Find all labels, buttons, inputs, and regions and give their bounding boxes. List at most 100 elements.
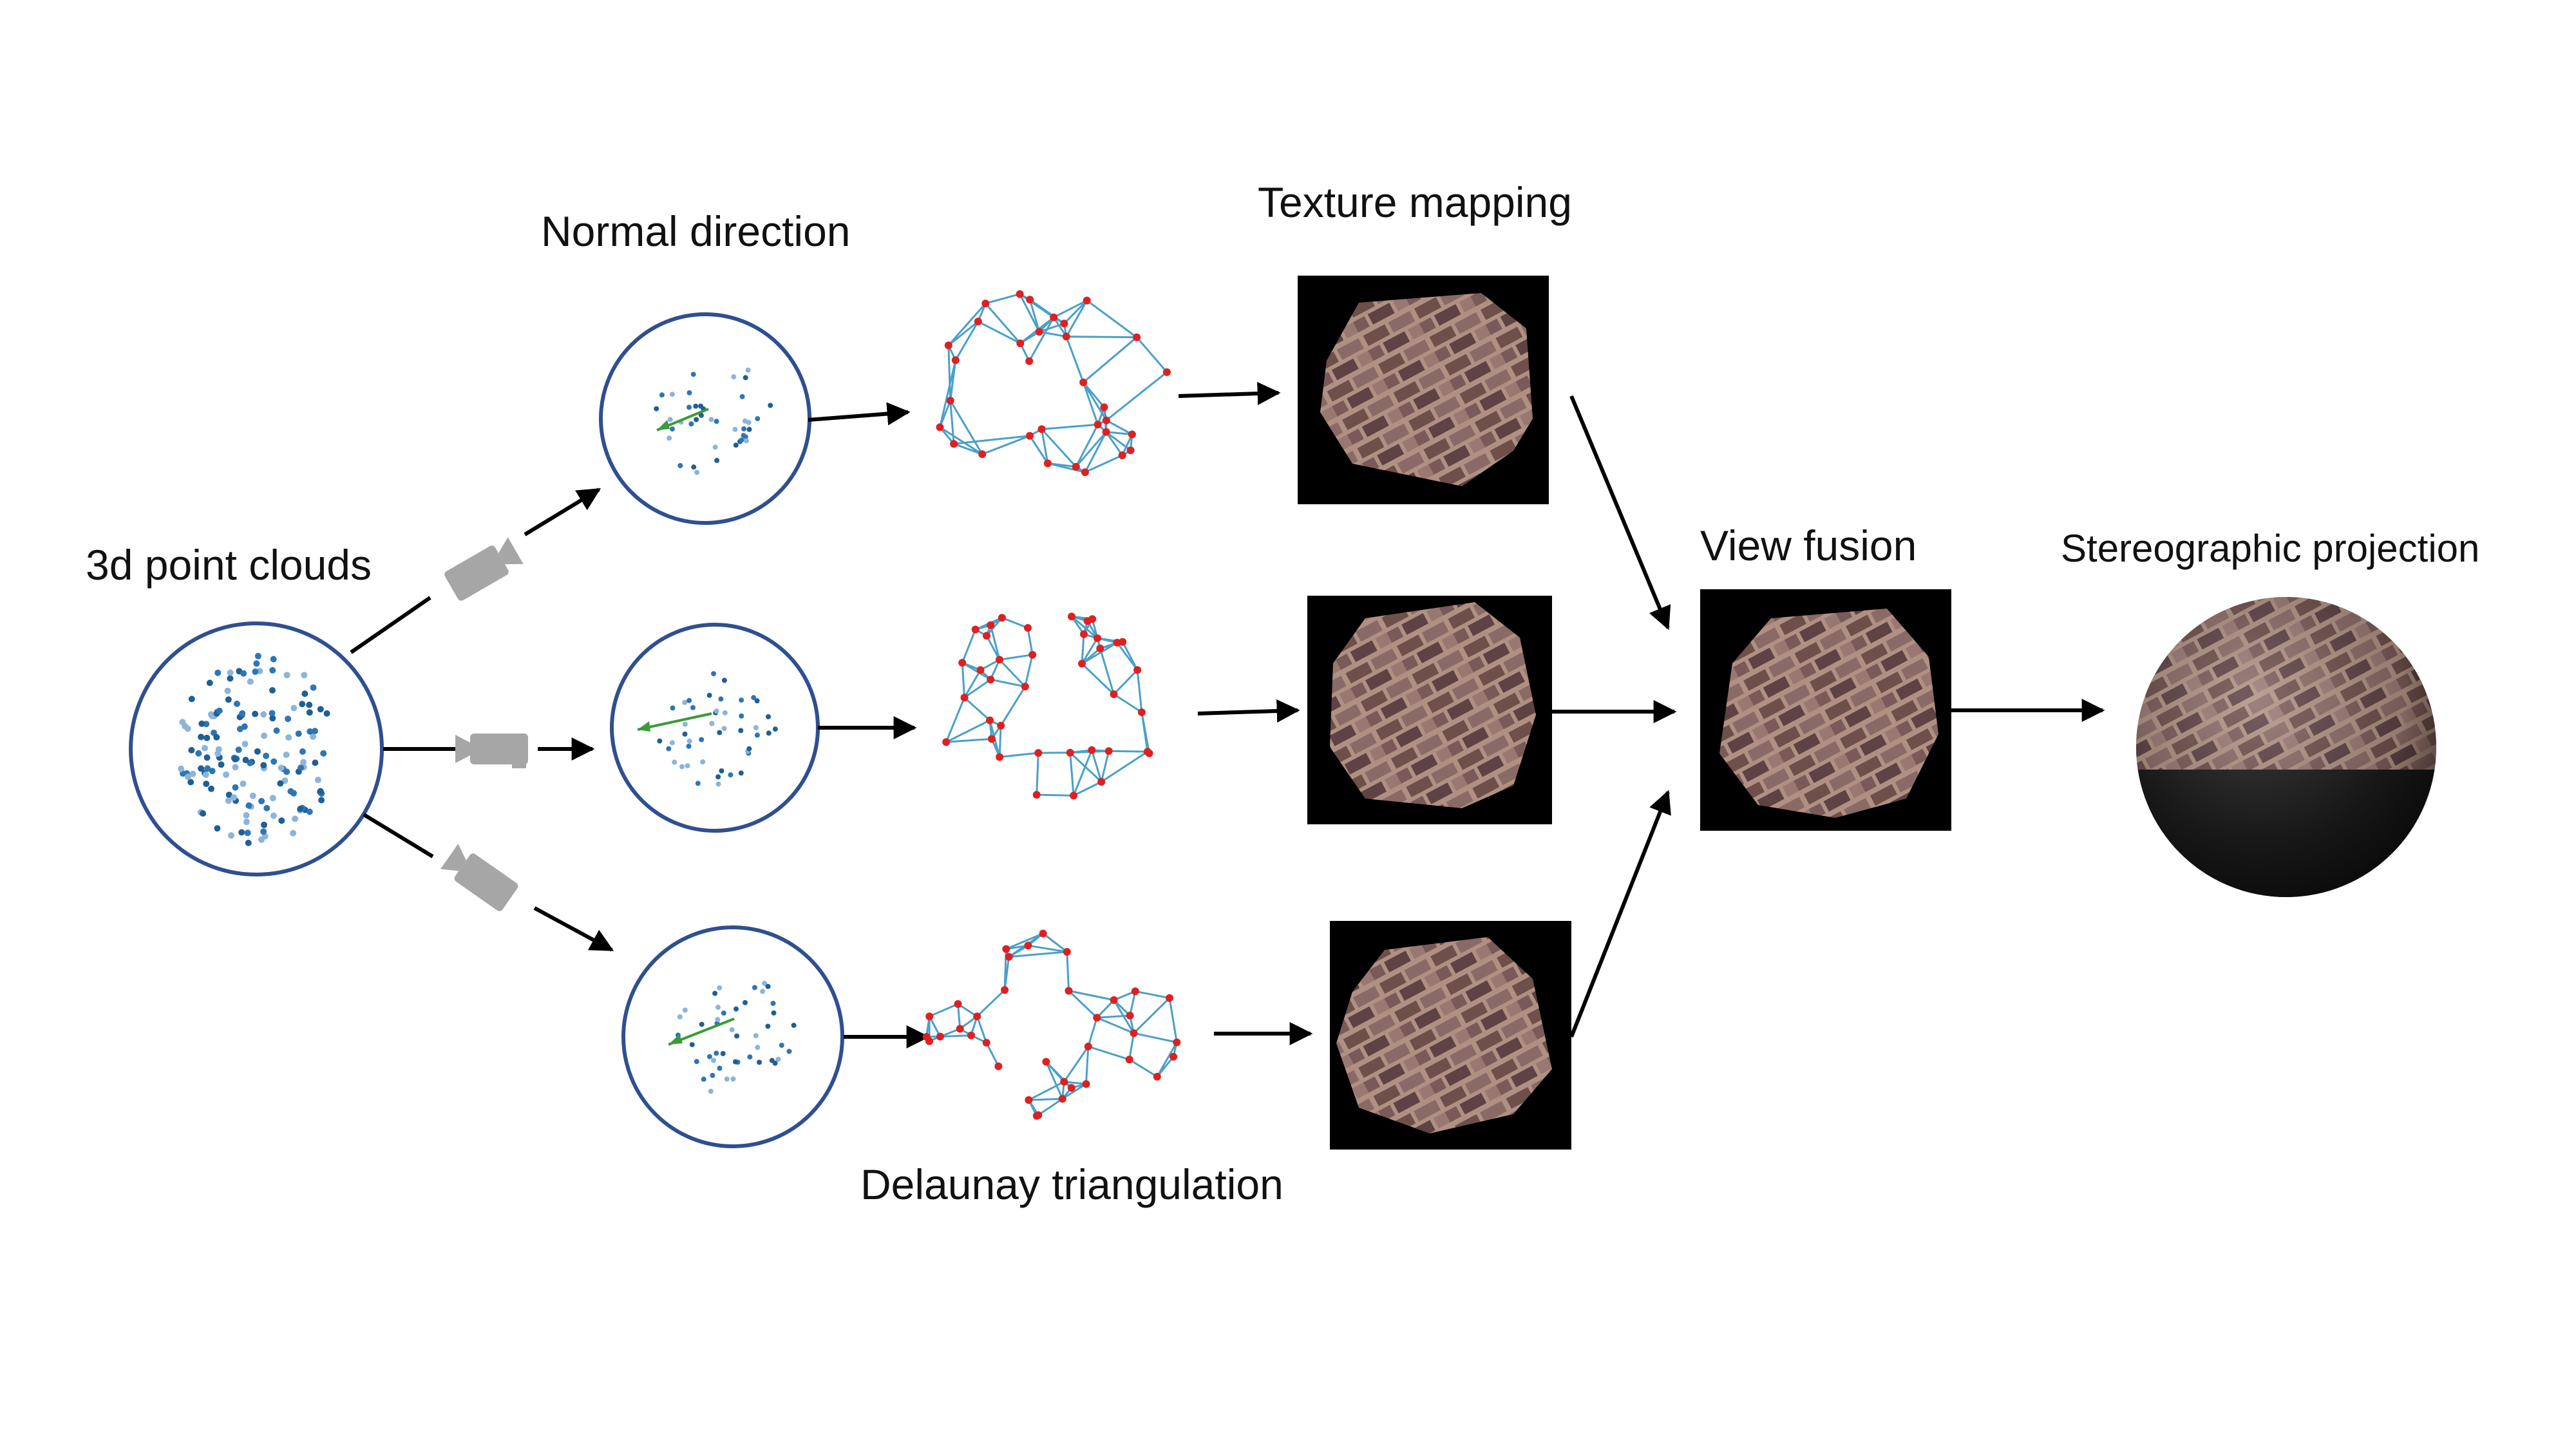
mesh-edge xyxy=(990,678,1026,688)
mesh-edge xyxy=(1100,750,1110,782)
point xyxy=(263,752,270,759)
mesh-edge xyxy=(1136,670,1143,713)
mesh-edge xyxy=(1082,382,1099,425)
point xyxy=(687,697,692,703)
point-scatter xyxy=(675,981,797,1094)
point xyxy=(270,758,278,765)
label-normal-direction: Normal direction xyxy=(541,207,851,255)
mesh-edge xyxy=(1041,423,1098,430)
branch-arrow-bottom xyxy=(533,906,614,952)
mesh-edge xyxy=(945,719,990,743)
point xyxy=(277,780,284,787)
mesh-vertex xyxy=(1084,1043,1092,1050)
point xyxy=(261,732,268,739)
point xyxy=(187,779,194,786)
point xyxy=(753,1033,759,1039)
mesh-vertex xyxy=(960,694,969,702)
mesh-edge xyxy=(1105,371,1168,421)
mesh-edge xyxy=(1041,428,1077,468)
point xyxy=(297,806,304,813)
mesh-vertex xyxy=(1137,708,1146,716)
point xyxy=(254,652,261,659)
point xyxy=(743,375,748,381)
point xyxy=(290,829,297,837)
mesh-vertex xyxy=(973,1012,981,1021)
mesh-vertex xyxy=(1133,333,1141,341)
point xyxy=(682,699,688,705)
mesh-vertex xyxy=(1162,368,1171,376)
mesh-edge xyxy=(998,659,1026,688)
point xyxy=(234,700,240,707)
mesh-vertex xyxy=(954,1000,962,1008)
mesh-edge xyxy=(1045,1061,1064,1099)
mesh-edge xyxy=(947,345,952,401)
point xyxy=(688,421,694,427)
point xyxy=(746,746,752,752)
point xyxy=(260,762,267,769)
mesh-vertex xyxy=(976,666,985,674)
mesh-vertex xyxy=(1093,1014,1101,1022)
point xyxy=(694,469,700,475)
point xyxy=(693,403,699,409)
point xyxy=(728,772,734,778)
mesh-edge xyxy=(946,737,992,743)
mesh-vertex xyxy=(1032,1112,1041,1120)
point xyxy=(687,738,692,744)
label-texture-mapping: Texture mapping xyxy=(1258,178,1572,226)
point xyxy=(670,705,676,711)
point xyxy=(746,426,752,432)
point xyxy=(739,713,744,719)
point xyxy=(753,725,759,730)
point xyxy=(775,1056,781,1062)
mesh-edge xyxy=(1066,951,1070,991)
point xyxy=(317,788,324,795)
point xyxy=(306,709,313,716)
point xyxy=(306,808,313,815)
point xyxy=(689,1042,695,1048)
mesh-edge xyxy=(1065,299,1088,337)
point xyxy=(698,412,704,418)
point xyxy=(312,759,319,766)
point xyxy=(269,687,276,694)
mesh-vertex xyxy=(997,721,1005,730)
point xyxy=(695,781,701,786)
arrow-to-mesh-top xyxy=(808,402,911,426)
mesh-vertex xyxy=(936,1032,944,1041)
point xyxy=(711,671,716,677)
mesh-vertex xyxy=(1088,746,1096,754)
texture-tile-bottom xyxy=(1330,921,1571,1150)
mesh-vertex xyxy=(1026,431,1034,440)
point xyxy=(243,812,250,819)
mesh-edge xyxy=(1069,752,1075,796)
mesh-edge xyxy=(1009,951,1067,958)
point xyxy=(791,1023,797,1028)
point xyxy=(659,392,665,398)
point xyxy=(739,393,745,399)
point xyxy=(208,785,214,792)
point xyxy=(771,1010,777,1016)
branch-line-top xyxy=(350,596,431,654)
mesh-vertex xyxy=(1016,290,1024,298)
delaunay-mesh-top xyxy=(936,290,1171,477)
point xyxy=(318,797,325,804)
mesh-edge xyxy=(1075,424,1099,468)
mesh-vertex xyxy=(981,299,990,308)
point-cloud-source xyxy=(129,621,384,876)
point xyxy=(298,764,305,772)
normal-view-middle xyxy=(610,623,820,833)
point xyxy=(732,426,738,432)
point xyxy=(708,1088,714,1094)
mesh-edge xyxy=(1088,1045,1130,1061)
point xyxy=(714,1050,719,1056)
point xyxy=(765,983,771,989)
point xyxy=(694,417,699,422)
point xyxy=(258,798,265,804)
mesh-vertex xyxy=(1066,748,1074,757)
mesh-vertex xyxy=(946,397,954,405)
point xyxy=(669,426,675,432)
mesh-vertex xyxy=(974,317,982,326)
mesh-vertex xyxy=(1153,1072,1161,1081)
mesh-vertex xyxy=(987,735,996,743)
point xyxy=(715,1005,721,1010)
point xyxy=(216,707,223,714)
